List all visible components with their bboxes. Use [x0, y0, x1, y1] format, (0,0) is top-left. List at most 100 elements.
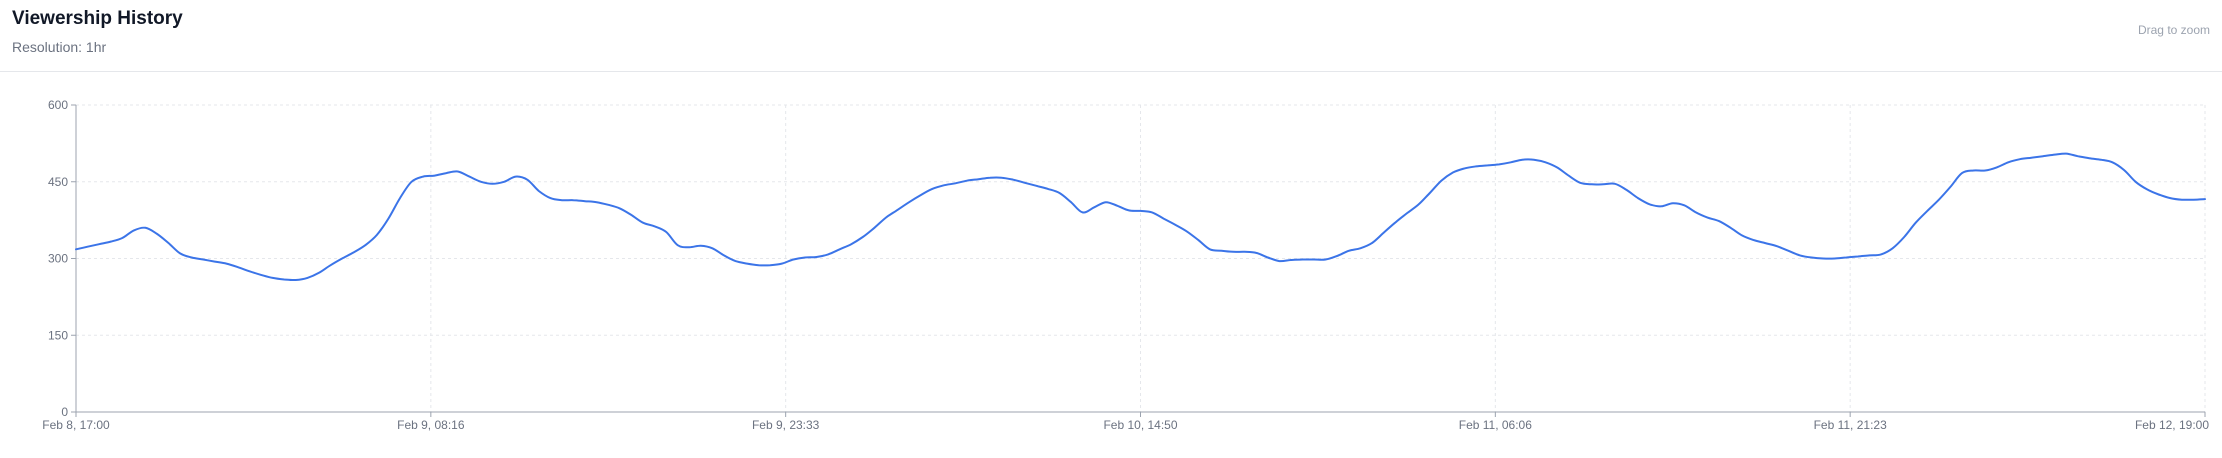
- data-point[interactable]: [432, 173, 438, 179]
- data-point[interactable]: [443, 170, 449, 176]
- data-point[interactable]: [96, 241, 102, 247]
- data-point[interactable]: [790, 257, 796, 263]
- data-point[interactable]: [848, 241, 854, 247]
- data-point[interactable]: [652, 223, 658, 229]
- data-point[interactable]: [1288, 257, 1294, 263]
- data-point[interactable]: [802, 255, 808, 261]
- data-point[interactable]: [85, 244, 91, 250]
- data-point[interactable]: [871, 225, 877, 231]
- data-point[interactable]: [1300, 257, 1306, 263]
- data-point[interactable]: [1716, 218, 1722, 224]
- data-point[interactable]: [709, 245, 715, 251]
- data-point[interactable]: [779, 261, 785, 267]
- data-point[interactable]: [270, 275, 276, 281]
- data-point[interactable]: [455, 169, 461, 175]
- data-point[interactable]: [1739, 233, 1745, 239]
- data-point[interactable]: [987, 175, 993, 181]
- data-point[interactable]: [976, 176, 982, 182]
- data-point[interactable]: [1797, 252, 1803, 258]
- data-point[interactable]: [501, 179, 507, 185]
- data-point[interactable]: [825, 251, 831, 257]
- data-point[interactable]: [605, 202, 611, 208]
- data-point[interactable]: [119, 235, 125, 241]
- data-point[interactable]: [767, 262, 773, 268]
- data-point[interactable]: [2156, 192, 2162, 198]
- data-point[interactable]: [559, 197, 565, 203]
- data-point[interactable]: [1971, 168, 1977, 174]
- data-point[interactable]: [2028, 155, 2034, 161]
- data-point[interactable]: [1670, 200, 1676, 206]
- data-point[interactable]: [328, 262, 334, 268]
- data-point[interactable]: [1508, 159, 1514, 165]
- data-point[interactable]: [1126, 207, 1132, 213]
- data-point[interactable]: [1820, 256, 1826, 262]
- data-point[interactable]: [1855, 254, 1861, 260]
- data-point[interactable]: [929, 186, 935, 192]
- data-point[interactable]: [2098, 157, 2104, 163]
- data-point[interactable]: [617, 205, 623, 211]
- data-point[interactable]: [1265, 255, 1271, 261]
- data-point[interactable]: [374, 232, 380, 238]
- data-point[interactable]: [131, 227, 137, 233]
- data-point[interactable]: [733, 258, 739, 264]
- data-point[interactable]: [1253, 250, 1259, 256]
- data-point[interactable]: [1427, 190, 1433, 196]
- data-point[interactable]: [1635, 195, 1641, 201]
- data-point[interactable]: [1184, 228, 1190, 234]
- data-point[interactable]: [1080, 209, 1086, 215]
- data-point[interactable]: [409, 179, 415, 185]
- data-point[interactable]: [154, 231, 160, 237]
- data-point[interactable]: [2040, 153, 2046, 159]
- data-point[interactable]: [420, 174, 426, 180]
- data-point[interactable]: [2086, 155, 2092, 161]
- data-point[interactable]: [1531, 157, 1537, 163]
- data-point[interactable]: [1577, 180, 1583, 186]
- data-point[interactable]: [2109, 159, 2115, 165]
- data-point[interactable]: [1485, 162, 1491, 168]
- data-point[interactable]: [2063, 151, 2069, 157]
- data-point[interactable]: [1045, 186, 1051, 192]
- data-point[interactable]: [1936, 197, 1942, 203]
- data-point[interactable]: [640, 220, 646, 226]
- data-point[interactable]: [1624, 187, 1630, 193]
- data-point[interactable]: [258, 272, 264, 278]
- data-point[interactable]: [1554, 164, 1560, 170]
- data-point[interactable]: [571, 197, 577, 203]
- data-point[interactable]: [1843, 255, 1849, 261]
- data-point[interactable]: [1381, 230, 1387, 236]
- data-point[interactable]: [362, 242, 368, 248]
- data-point[interactable]: [212, 259, 218, 265]
- data-point[interactable]: [1600, 181, 1606, 187]
- data-point[interactable]: [1392, 220, 1398, 226]
- data-point[interactable]: [1057, 190, 1063, 196]
- data-point[interactable]: [1230, 249, 1236, 255]
- data-point[interactable]: [547, 195, 553, 201]
- data-point[interactable]: [166, 240, 172, 246]
- data-point[interactable]: [1901, 234, 1907, 240]
- data-point[interactable]: [1276, 258, 1282, 264]
- data-point[interactable]: [1068, 199, 1074, 205]
- data-point[interactable]: [2144, 186, 2150, 192]
- data-point[interactable]: [999, 175, 1005, 181]
- data-point[interactable]: [339, 256, 345, 262]
- data-point[interactable]: [1033, 183, 1039, 189]
- data-point[interactable]: [1172, 222, 1178, 228]
- data-point[interactable]: [2202, 196, 2208, 202]
- data-point[interactable]: [304, 275, 310, 281]
- data-point[interactable]: [247, 268, 253, 274]
- data-point[interactable]: [1878, 251, 1884, 257]
- data-point[interactable]: [814, 254, 820, 260]
- data-point[interactable]: [1103, 199, 1109, 205]
- data-point[interactable]: [1242, 249, 1248, 255]
- data-point[interactable]: [628, 212, 634, 218]
- data-point[interactable]: [1415, 202, 1421, 208]
- data-point[interactable]: [1751, 237, 1757, 243]
- data-point[interactable]: [351, 249, 357, 255]
- data-point[interactable]: [1519, 157, 1525, 163]
- data-point[interactable]: [860, 234, 866, 240]
- data-point[interactable]: [1658, 203, 1664, 209]
- data-point[interactable]: [594, 199, 600, 205]
- data-point[interactable]: [721, 252, 727, 258]
- data-point[interactable]: [478, 179, 484, 185]
